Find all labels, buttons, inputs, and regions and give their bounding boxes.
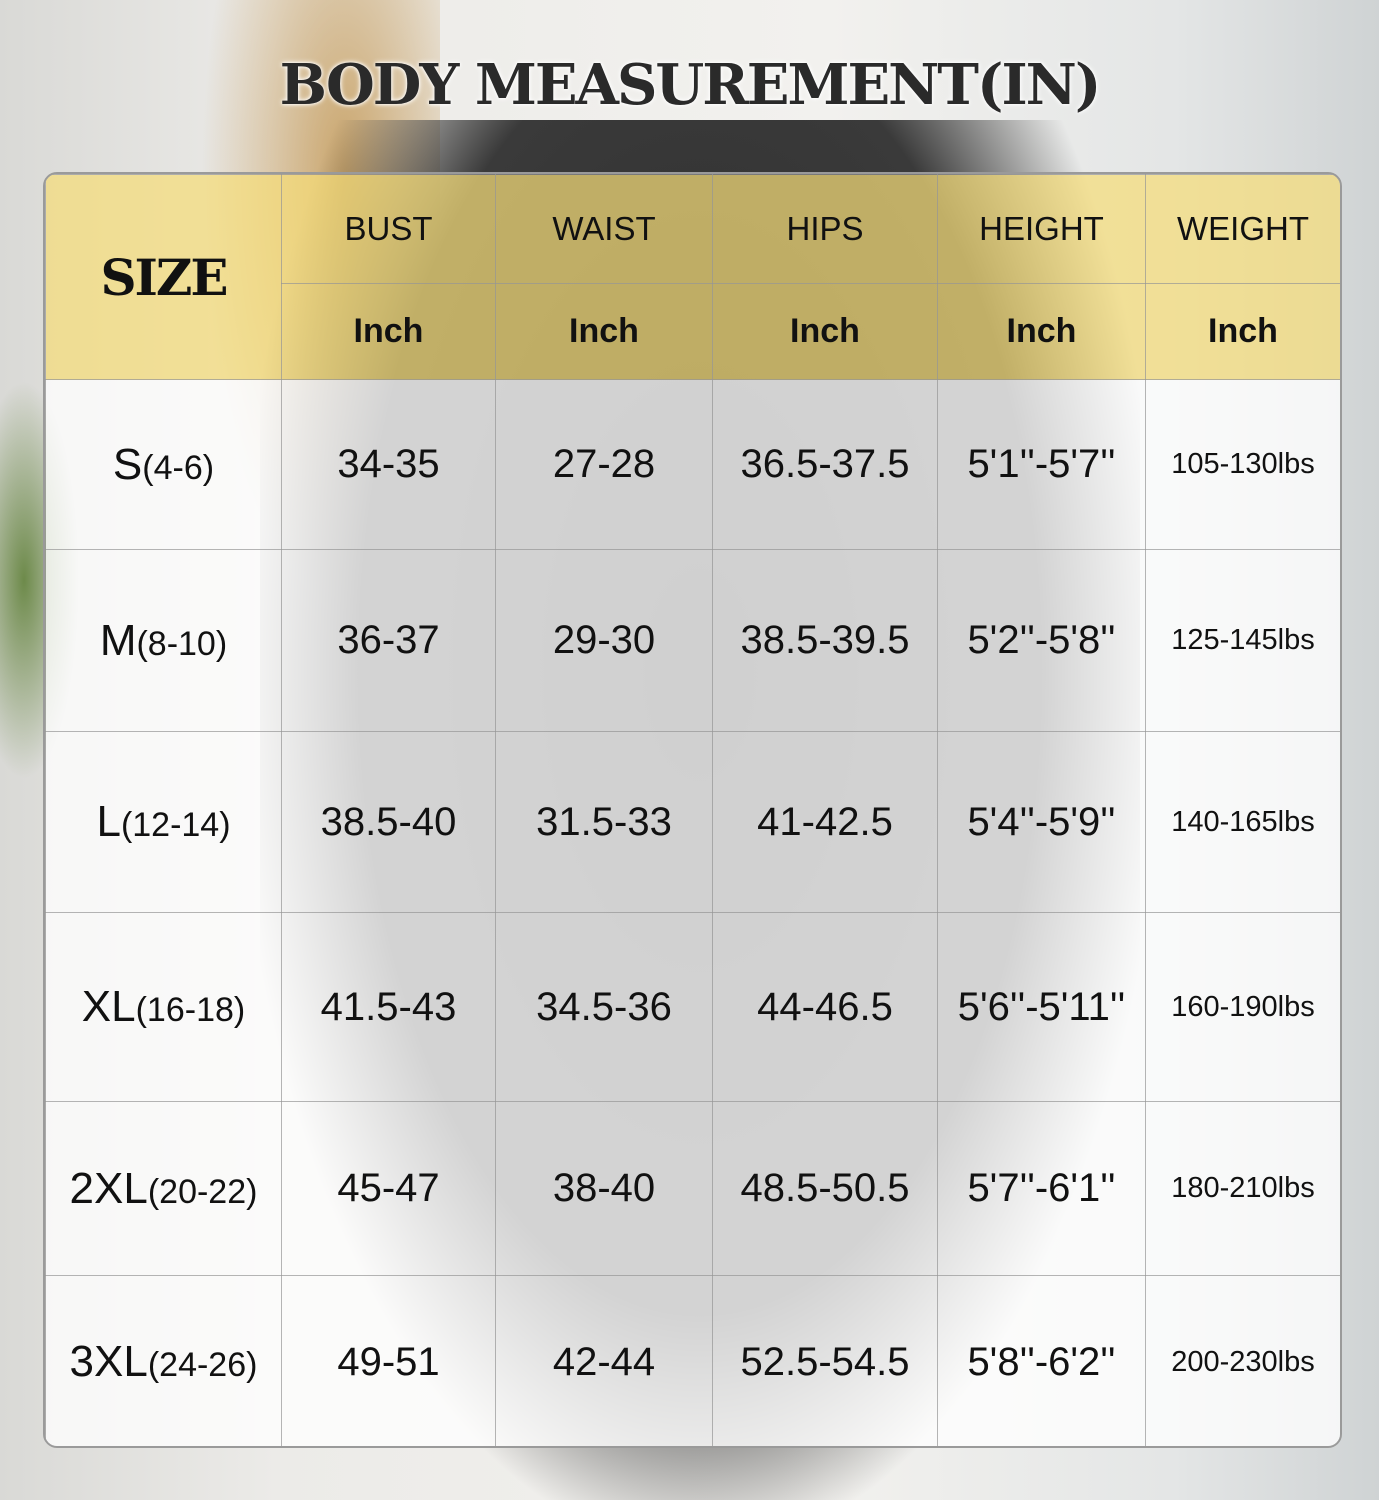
measurement-cell: 180-210lbs bbox=[1145, 1101, 1340, 1276]
size-label: 2XL bbox=[69, 1163, 148, 1213]
unit-label: Inch bbox=[712, 283, 938, 380]
table-row: XL(16-18) 41.5-43 34.5-36 44-46.5 5'6''-5'11… bbox=[45, 912, 1340, 1102]
unit-label: Inch bbox=[281, 283, 496, 380]
measurement-cell: 125-145lbs bbox=[1145, 549, 1340, 732]
measurement-cell: 34-35 bbox=[281, 379, 496, 550]
measurement-cell: 160-190lbs bbox=[1145, 912, 1340, 1102]
measurement-cell: 5'1''-5'7'' bbox=[937, 379, 1146, 550]
measurement-cell: 41-42.5 bbox=[712, 731, 938, 913]
measurement-cell: 31.5-33 bbox=[495, 731, 713, 913]
size-cell: XL(16-18) bbox=[45, 912, 282, 1102]
chart-title: BODY MEASUREMENT(IN) bbox=[279, 52, 1102, 118]
column-header-hips: HIPS bbox=[712, 174, 938, 284]
measurement-cell: 105-130lbs bbox=[1145, 379, 1340, 550]
measurement-cell: 45-47 bbox=[281, 1101, 496, 1276]
measurement-cell: 52.5-54.5 bbox=[712, 1275, 938, 1446]
table-row: S(4-6) 34-35 27-28 36.5-37.5 5'1''-5'7'' 105-… bbox=[45, 379, 1340, 550]
measurement-cell: 5'4''-5'9'' bbox=[937, 731, 1146, 913]
size-range: (4-6) bbox=[142, 448, 215, 487]
measurement-cell: 38-40 bbox=[495, 1101, 713, 1276]
size-cell: 2XL(20-22) bbox=[45, 1101, 282, 1276]
measurement-cell: 34.5-36 bbox=[495, 912, 713, 1102]
column-header-waist: WAIST bbox=[495, 174, 713, 284]
size-range: (24-26) bbox=[147, 1346, 258, 1384]
measurement-cell: 49-51 bbox=[281, 1275, 496, 1446]
unit-label: Inch bbox=[937, 283, 1146, 380]
measurement-cell: 5'7''-6'1'' bbox=[937, 1101, 1146, 1276]
unit-label: Inch bbox=[1145, 283, 1340, 380]
measurement-cell: 140-165lbs bbox=[1145, 731, 1340, 913]
column-header-bust: BUST bbox=[281, 174, 496, 284]
table-row: L(12-14) 38.5-40 31.5-33 41-42.5 5'4''-5'9''… bbox=[45, 731, 1340, 913]
table-row: M(8-10) 36-37 29-30 38.5-39.5 5'2''-5'8'' 125… bbox=[45, 549, 1340, 732]
measurement-cell: 5'2''-5'8'' bbox=[937, 549, 1146, 732]
size-label: 3XL bbox=[69, 1337, 148, 1386]
measurement-cell: 5'6''-5'11'' bbox=[937, 912, 1146, 1102]
measurement-cell: 36.5-37.5 bbox=[712, 379, 938, 550]
size-label: S bbox=[112, 439, 143, 489]
size-chart-table: SIZE BUST WAIST HIPS HEIGHT WEIGHT Inch … bbox=[43, 172, 1342, 1448]
size-range: (20-22) bbox=[147, 1172, 258, 1211]
size-header: SIZE bbox=[45, 174, 282, 380]
column-header-weight: WEIGHT bbox=[1145, 174, 1340, 284]
measurement-cell: 29-30 bbox=[495, 549, 713, 732]
size-cell: L(12-14) bbox=[45, 731, 282, 913]
size-label: L bbox=[96, 797, 121, 846]
measurement-cell: 27-28 bbox=[495, 379, 713, 550]
measurement-cell: 42-44 bbox=[495, 1275, 713, 1446]
measurement-cell: 200-230lbs bbox=[1145, 1275, 1340, 1446]
size-cell: S(4-6) bbox=[45, 379, 282, 550]
measurement-cell: 36-37 bbox=[281, 549, 496, 732]
unit-label: Inch bbox=[495, 283, 713, 380]
measurement-cell: 44-46.5 bbox=[712, 912, 938, 1102]
table-row: 3XL(24-26) 49-51 42-44 52.5-54.5 5'8''-6'2''… bbox=[45, 1275, 1340, 1446]
column-header-height: HEIGHT bbox=[937, 174, 1146, 284]
size-range: (8-10) bbox=[136, 624, 228, 663]
size-label: XL bbox=[81, 982, 136, 1031]
size-range: (16-18) bbox=[135, 991, 246, 1029]
size-cell: M(8-10) bbox=[45, 549, 282, 732]
size-range: (12-14) bbox=[120, 806, 231, 844]
size-cell: 3XL(24-26) bbox=[45, 1275, 282, 1446]
measurement-cell: 41.5-43 bbox=[281, 912, 496, 1102]
measurement-cell: 38.5-40 bbox=[281, 731, 496, 913]
measurement-cell: 48.5-50.5 bbox=[712, 1101, 938, 1276]
measurement-cell: 5'8''-6'2'' bbox=[937, 1275, 1146, 1446]
size-label: M bbox=[99, 615, 137, 665]
table-row: 2XL(20-22) 45-47 38-40 48.5-50.5 5'7''-6'1''… bbox=[45, 1101, 1340, 1276]
measurement-cell: 38.5-39.5 bbox=[712, 549, 938, 732]
